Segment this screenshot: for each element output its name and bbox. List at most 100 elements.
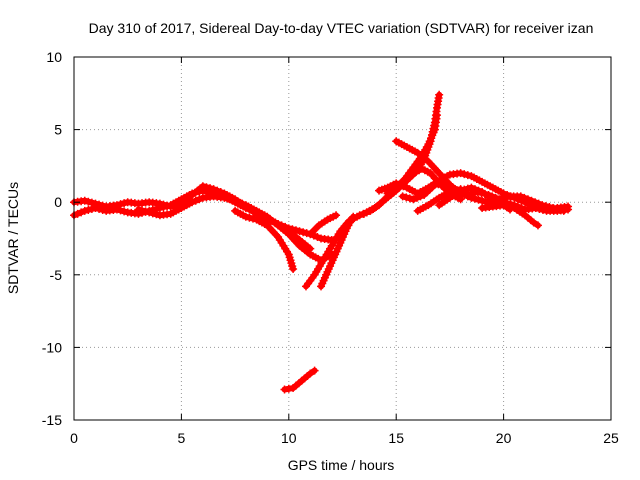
sample-marker	[416, 192, 425, 201]
data-point	[516, 192, 525, 201]
sample-marker	[202, 183, 211, 192]
sample-marker	[138, 206, 147, 215]
sample-marker	[73, 209, 82, 218]
sample-marker	[405, 194, 414, 203]
y-tick-label: 10	[46, 49, 62, 65]
sample-marker	[534, 199, 543, 208]
sample-marker	[545, 203, 554, 212]
sample-marker	[206, 184, 215, 193]
data-point	[392, 179, 401, 188]
sample-marker	[227, 195, 236, 204]
y-tick-label: -5	[50, 267, 63, 283]
sample-marker	[399, 182, 408, 191]
data-point	[134, 205, 143, 214]
data-point	[467, 183, 476, 192]
data-point	[445, 188, 454, 197]
sample-marker	[87, 198, 96, 207]
sample-marker	[191, 196, 200, 205]
sample-marker	[395, 180, 404, 189]
sample-marker	[463, 184, 472, 193]
data-point	[499, 201, 508, 210]
y-axis-label: SDTVAR / TECUs	[5, 182, 21, 294]
x-tick-label: 20	[496, 430, 512, 446]
y-tick-label: -15	[42, 412, 62, 428]
data-layer	[70, 90, 573, 394]
sample-marker	[523, 195, 532, 204]
series-arc-7	[306, 211, 341, 239]
sample-marker	[503, 202, 512, 211]
data-point	[409, 195, 418, 204]
sample-marker	[474, 186, 483, 195]
sample-marker	[531, 198, 540, 207]
series-arc-4	[231, 206, 298, 273]
data-point	[529, 218, 538, 227]
sample-marker	[474, 195, 483, 204]
ticks: 0 5 10 15 20 25 -15 -10 -5 0 5 10	[42, 49, 619, 446]
data-point	[188, 198, 197, 207]
data-point	[456, 169, 465, 178]
series-arc-6	[317, 212, 358, 291]
sample-marker	[77, 208, 86, 217]
data-point	[456, 185, 465, 194]
series-arc-16	[280, 366, 319, 394]
sample-marker	[170, 201, 179, 210]
data-point	[549, 204, 558, 213]
sample-marker	[120, 199, 129, 208]
sample-marker	[249, 214, 257, 223]
sample-marker	[148, 209, 157, 218]
data-point	[310, 366, 319, 375]
sample-marker	[556, 205, 565, 214]
data-point	[478, 196, 487, 205]
sample-marker	[506, 203, 515, 212]
sample-marker	[116, 200, 125, 209]
sample-marker	[498, 194, 507, 203]
data-point	[527, 196, 536, 205]
sample-marker	[463, 171, 472, 180]
sample-marker	[552, 204, 561, 213]
sample-marker	[453, 186, 462, 195]
series-arc-14	[413, 185, 465, 215]
sample-marker	[502, 193, 511, 202]
sample-marker	[152, 210, 161, 219]
data-point	[80, 196, 89, 205]
series-arc-3	[134, 192, 336, 265]
sample-marker	[84, 197, 93, 206]
y-tick-label: 5	[54, 122, 62, 138]
data-point	[435, 90, 444, 99]
data-point	[349, 212, 358, 221]
data-point	[398, 192, 407, 201]
sample-marker	[313, 233, 322, 242]
sample-marker	[163, 201, 172, 210]
data-point	[112, 201, 121, 210]
chart-title: Day 310 of 2017, Sidereal Day-to-day VTE…	[89, 20, 594, 36]
y-tick-label: -10	[42, 339, 62, 355]
x-tick-label: 25	[603, 430, 619, 446]
sample-marker	[98, 201, 107, 210]
data-point	[295, 227, 304, 236]
sample-marker	[449, 187, 458, 196]
data-point	[231, 196, 240, 205]
sample-marker	[195, 195, 204, 204]
sample-marker	[460, 170, 469, 179]
sample-marker	[291, 226, 300, 235]
x-tick-label: 15	[388, 430, 404, 446]
grid	[74, 57, 611, 420]
x-axis-label: GPS time / hours	[288, 457, 395, 473]
sample-marker	[541, 202, 550, 211]
data-point	[533, 221, 542, 230]
data-point	[538, 201, 547, 210]
sample-marker	[159, 200, 168, 209]
data-point	[209, 185, 218, 194]
sample-marker	[470, 185, 479, 194]
sample-marker	[95, 200, 104, 209]
sample-marker	[223, 194, 232, 203]
data-point	[433, 111, 442, 120]
x-tick-label: 10	[281, 430, 297, 446]
sample-marker	[412, 193, 421, 202]
data-point	[155, 199, 164, 208]
x-tick-label: 5	[178, 430, 186, 446]
y-tick-label: 0	[54, 194, 62, 210]
x-tick-label: 0	[70, 430, 78, 446]
sample-marker	[141, 207, 150, 216]
